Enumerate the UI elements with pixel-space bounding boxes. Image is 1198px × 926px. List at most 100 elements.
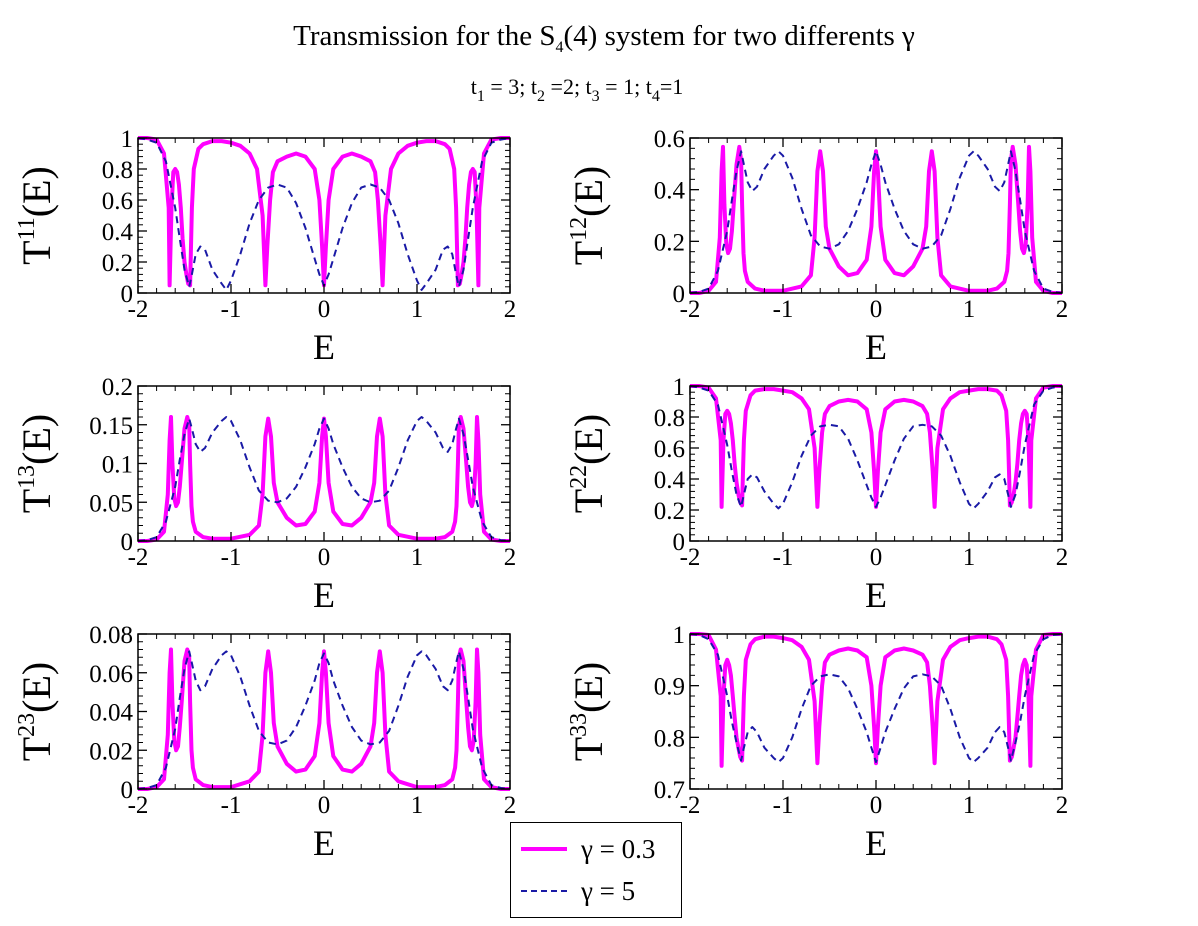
x-tick-label: -1 — [221, 544, 242, 571]
x-tick-label: 1 — [963, 792, 976, 819]
y-tick-label: 0.9 — [654, 674, 685, 701]
y-axis-label: T33(E) — [566, 662, 611, 762]
title-prefix: Transmission for the S — [293, 20, 556, 52]
chart-subtitle: t1 = 3; t2 =2; t3 = 1; t4=1 — [0, 74, 1176, 105]
y-axis-label-tail: (E) — [14, 662, 59, 713]
plot-T11: -2 -1 0 1 2 0 0.2 0.4 0.6 0.8 1 E T11(E) — [14, 126, 516, 367]
y-axis-label-sup: 12 — [566, 217, 592, 241]
y-tick-label: 0.2 — [102, 250, 133, 277]
series-line-gamma-5 — [690, 385, 1062, 510]
y-axis-label-base: T — [566, 489, 611, 513]
subtitle-t3-sub: 3 — [591, 88, 600, 105]
x-axis-label: E — [313, 575, 335, 615]
y-axis-label: T12(E) — [566, 166, 611, 266]
y-tick-label: 0 — [121, 529, 134, 556]
x-axis-label: E — [313, 823, 335, 863]
series-line-gamma-03 — [690, 144, 1062, 295]
x-tick-label: 2 — [504, 792, 517, 819]
y-axis-label: T11(E) — [14, 166, 59, 265]
y-tick-label: 0.8 — [654, 405, 685, 432]
y-axis-label-base: T — [566, 737, 611, 761]
x-tick-label: 0 — [318, 792, 331, 819]
x-tick-label: 1 — [963, 544, 976, 571]
y-tick-label: 0.4 — [654, 178, 686, 205]
y-axis-label-tail: (E) — [14, 414, 59, 465]
x-tick-label: -2 — [128, 792, 149, 819]
series-line-gamma-03 — [138, 647, 510, 791]
y-tick-label: 0.6 — [654, 126, 685, 153]
x-tick-label: -1 — [773, 296, 794, 323]
x-tick-label: 0 — [870, 792, 883, 819]
title-suffix: (4) system for two differents γ — [563, 20, 915, 52]
y-axis-label-sup: 33 — [566, 713, 592, 737]
plot-T13: -2 -1 0 1 2 0 0.05 0.1 0.15 0.2 E T13(E) — [14, 374, 516, 615]
y-tick-label: 0.02 — [89, 738, 133, 765]
series-line-gamma-5 — [690, 633, 1062, 764]
x-tick-label: -2 — [680, 792, 701, 819]
y-tick-label: 0.05 — [89, 490, 133, 517]
y-tick-label: 1 — [673, 374, 686, 401]
chart-title: Transmission for the S4(4) system for tw… — [5, 20, 1198, 56]
subtitle-t4-val: =1 — [659, 74, 684, 99]
x-tick-label: 2 — [1056, 296, 1069, 323]
y-axis-label-base: T — [14, 240, 59, 264]
x-axis-label: E — [865, 327, 887, 367]
y-tick-label: 0.4 — [102, 219, 134, 246]
legend-label: γ = 0.3 — [581, 833, 656, 864]
y-tick-label: 0 — [121, 281, 134, 308]
x-tick-label: -1 — [773, 792, 794, 819]
x-tick-label: 0 — [318, 296, 331, 323]
x-tick-label: 1 — [411, 792, 424, 819]
series-line-gamma-5 — [138, 416, 510, 542]
x-tick-label: -2 — [128, 544, 149, 571]
x-tick-label: -2 — [680, 544, 701, 571]
subtitle-t2-val: =2; t — [545, 74, 592, 99]
y-axis-label-base: T — [14, 489, 59, 513]
x-tick-label: -1 — [221, 296, 242, 323]
y-tick-label: 0.2 — [102, 374, 133, 401]
y-tick-label: 1 — [121, 126, 134, 153]
x-axis-label: E — [865, 575, 887, 615]
y-tick-label: 0 — [673, 281, 686, 308]
y-axis-label-sup: 23 — [14, 713, 40, 737]
x-tick-label: 2 — [1056, 792, 1069, 819]
y-axis-label: T23(E) — [14, 662, 59, 762]
subtitle-t1-label: t — [470, 74, 477, 99]
y-tick-label: 0.8 — [102, 157, 133, 184]
x-tick-label: 0 — [870, 296, 883, 323]
y-axis-label-base: T — [14, 737, 59, 761]
y-tick-label: 0.04 — [89, 700, 133, 727]
y-axis-label-tail: (E) — [566, 414, 611, 465]
y-tick-label: 1 — [673, 622, 686, 649]
subtitle-t2-sub: 2 — [537, 88, 546, 105]
subtitle-t1-val: = 3; t — [484, 74, 538, 99]
y-tick-label: 0.6 — [654, 436, 685, 463]
y-tick-label: 0.8 — [654, 725, 685, 752]
x-axis-label: E — [313, 327, 335, 367]
title-subscript: 4 — [555, 39, 564, 56]
x-tick-label: 1 — [411, 296, 424, 323]
x-tick-label: 1 — [963, 296, 976, 323]
x-tick-label: 2 — [504, 296, 517, 323]
series-line-gamma-5 — [138, 650, 510, 790]
series-line-gamma-03 — [138, 136, 510, 288]
y-axis-label-sup: 11 — [14, 217, 40, 240]
y-axis-label: T13(E) — [14, 414, 59, 514]
y-axis-label-tail: (E) — [566, 662, 611, 713]
y-axis-label-sup: 13 — [14, 465, 40, 489]
series-line-gamma-5 — [690, 150, 1062, 294]
x-tick-label: 0 — [870, 544, 883, 571]
x-tick-label: -2 — [128, 296, 149, 323]
plot-T22: -2 -1 0 1 2 0 0.2 0.4 0.6 0.8 1 E T22(E) — [566, 374, 1068, 615]
y-tick-label: 0.7 — [654, 777, 685, 804]
y-tick-label: 0.15 — [89, 413, 133, 440]
legend-entry-gamma-5: γ = 5 — [521, 871, 635, 911]
x-tick-label: 1 — [411, 544, 424, 571]
y-tick-label: 0.6 — [102, 188, 133, 215]
legend: γ = 0.3 γ = 5 — [510, 822, 682, 918]
y-tick-label: 0.06 — [89, 661, 133, 688]
legend-entry-gamma-03: γ = 0.3 — [521, 829, 655, 869]
